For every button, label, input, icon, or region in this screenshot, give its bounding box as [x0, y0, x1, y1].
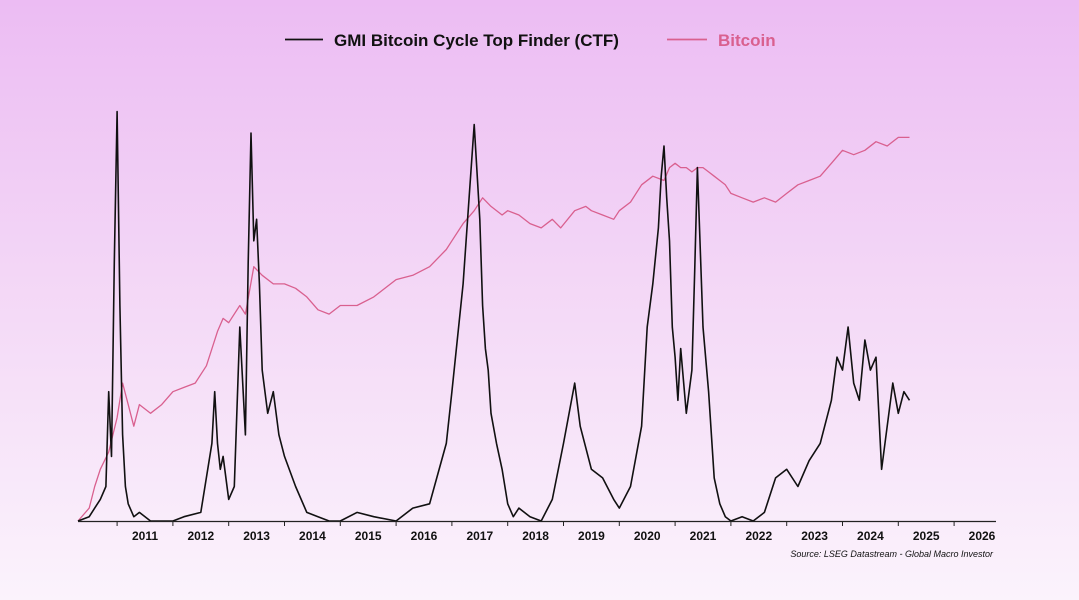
- legend: GMI Bitcoin Cycle Top Finder (CTF) Bitco…: [285, 31, 776, 50]
- series-layer: [77, 110, 911, 522]
- x-tick-label: 2012: [187, 529, 214, 543]
- x-tick-label: 2013: [243, 529, 270, 543]
- x-axis-ticks: 2011 2012 2013 2014 2015 2016 2017 2018 2019 2020…: [116, 521, 996, 543]
- x-tick-label: 2018: [522, 529, 549, 543]
- legend-label-ctf: GMI Bitcoin Cycle Top Finder (CTF): [334, 31, 619, 50]
- legend-label-bitcoin: Bitcoin: [718, 31, 776, 50]
- source-note: Source: LSEG Datastream - Global Macro I…: [790, 549, 994, 559]
- x-tick-label: 2026: [969, 529, 996, 543]
- x-tick-label: 2016: [411, 529, 438, 543]
- x-tick-label: 2011: [132, 529, 158, 543]
- x-tick-label: 2025: [913, 529, 940, 543]
- x-tick-label: 2014: [299, 529, 326, 543]
- x-tick-label: 2022: [745, 529, 772, 543]
- series-line-ctf: [77, 110, 911, 522]
- x-tick-label: 2017: [466, 529, 493, 543]
- x-tick-label: 2019: [578, 529, 605, 543]
- x-tick-label: 2023: [801, 529, 828, 543]
- x-tick-label: 2015: [355, 529, 382, 543]
- series-line-bitcoin: [77, 136, 910, 522]
- x-tick-label: 2021: [690, 529, 717, 543]
- x-tick-label: 2024: [857, 529, 884, 543]
- x-tick-label: 2020: [634, 529, 661, 543]
